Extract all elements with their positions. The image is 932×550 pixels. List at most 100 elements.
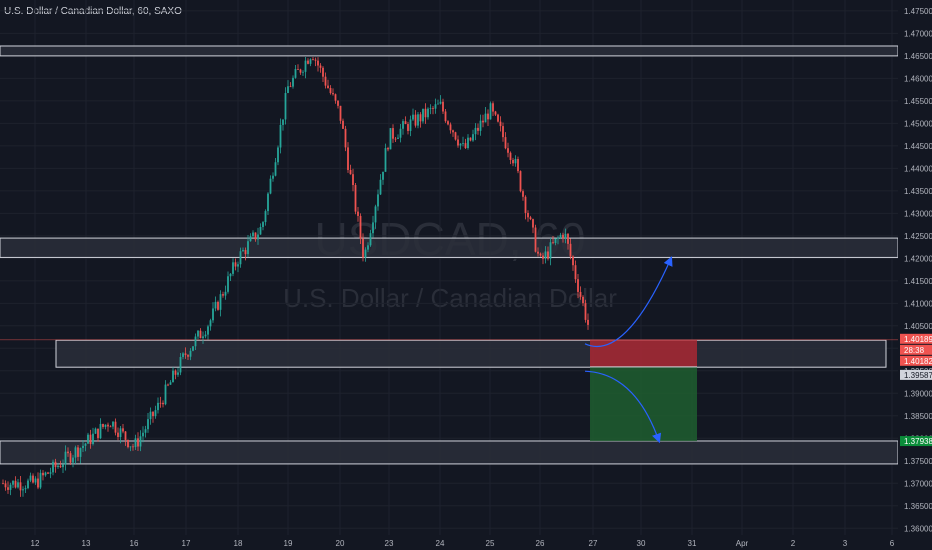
candle-body — [179, 356, 182, 373]
candle-body — [19, 482, 22, 491]
candle-body — [319, 65, 322, 68]
candle-body — [134, 438, 137, 448]
candle-body — [339, 105, 342, 121]
candle-body — [29, 475, 32, 481]
candle-body — [562, 234, 564, 239]
candle-body — [144, 429, 147, 433]
candle-body — [252, 232, 254, 237]
candle-body — [194, 336, 197, 347]
candle-body — [77, 447, 79, 457]
stop-loss-area — [590, 339, 697, 367]
candle-body — [209, 320, 212, 327]
candle-body — [357, 211, 359, 216]
candle-body — [574, 265, 577, 280]
candle-body — [577, 279, 579, 292]
candle-body — [572, 256, 574, 266]
y-tick-label: 1.46500 — [904, 52, 932, 61]
candle-body — [229, 273, 232, 277]
candle-body — [59, 465, 62, 468]
candle-body — [384, 148, 387, 172]
price-tag: 1.40189 — [904, 335, 932, 344]
candle-body — [549, 242, 552, 259]
bullish-scenario-arrow — [584, 256, 673, 348]
candle-body — [532, 219, 534, 228]
candle-body — [539, 253, 542, 256]
candle-body — [264, 211, 267, 223]
candle-body — [87, 434, 89, 444]
candle-body — [374, 206, 377, 223]
y-tick-label: 1.44500 — [904, 142, 932, 151]
candle-body — [262, 222, 264, 228]
candle-body — [312, 59, 314, 61]
candle-body — [382, 171, 384, 180]
x-tick-label: 23 — [385, 539, 394, 548]
candle-body — [329, 88, 332, 94]
candle-body — [352, 174, 354, 186]
x-tick-label: 13 — [82, 539, 91, 548]
candle-body — [342, 120, 344, 129]
candle-body — [324, 76, 327, 86]
candle-body — [169, 382, 172, 385]
candle-body — [242, 250, 244, 252]
candle-body — [47, 472, 49, 474]
candle-body — [372, 222, 374, 234]
candle-body — [447, 121, 449, 125]
candle-body — [37, 478, 39, 488]
candle-body — [99, 423, 102, 439]
candle-body — [207, 326, 209, 335]
x-tick-label: 30 — [637, 539, 646, 548]
candle-body — [294, 69, 297, 78]
candle-body — [399, 128, 402, 138]
x-tick-label: 3 — [843, 539, 848, 548]
candle-body — [122, 428, 124, 432]
bearish-scenario-arrow — [584, 370, 662, 444]
candle-body — [97, 428, 99, 439]
candle-body — [417, 114, 419, 126]
x-tick-label: 27 — [589, 539, 598, 548]
candle-body — [64, 451, 67, 465]
candle-body — [89, 434, 92, 444]
candle-body — [424, 108, 427, 118]
candle-body — [107, 424, 109, 427]
candle-body — [297, 69, 299, 70]
candle-body — [27, 480, 29, 489]
x-tick-label: 6 — [890, 539, 895, 548]
candle-body — [422, 108, 424, 122]
candle-body — [389, 128, 392, 150]
candle-body — [454, 132, 457, 140]
candle-body — [479, 120, 482, 131]
candle-body — [504, 137, 507, 149]
candle-body — [84, 443, 87, 446]
candle-body — [237, 264, 239, 267]
candle-body — [489, 103, 492, 120]
grid — [0, 0, 898, 535]
candle-body — [167, 384, 169, 386]
watermark: USDCAD, 60 U.S. Dollar / Canadian Dollar — [283, 213, 617, 313]
candle-body — [469, 137, 472, 141]
candle-body — [559, 234, 562, 238]
candle-body — [377, 194, 379, 207]
candle-body — [247, 241, 249, 255]
candle-body — [177, 372, 179, 375]
candle-body — [407, 124, 409, 131]
candle-body — [72, 457, 74, 463]
candle-body — [234, 262, 237, 267]
candle-body — [462, 143, 464, 144]
candle-body — [222, 294, 224, 296]
candle-body — [409, 119, 412, 131]
candle-body — [267, 193, 269, 212]
y-tick-label: 1.47500 — [904, 7, 932, 16]
x-tick-label: 26 — [536, 539, 545, 548]
candle-body — [484, 113, 487, 123]
candle-body — [354, 185, 357, 212]
candle-body — [337, 100, 339, 106]
candle-body — [552, 242, 554, 244]
price-axis: 1.47500 1.47000 1.46500 1.46000 1.45500 1.450… — [898, 0, 932, 550]
candle-body — [129, 446, 132, 448]
candle-body — [322, 67, 324, 77]
candle-body — [7, 487, 9, 490]
candle-body — [497, 114, 499, 122]
candle-body — [442, 101, 444, 112]
candle-body — [127, 439, 129, 448]
